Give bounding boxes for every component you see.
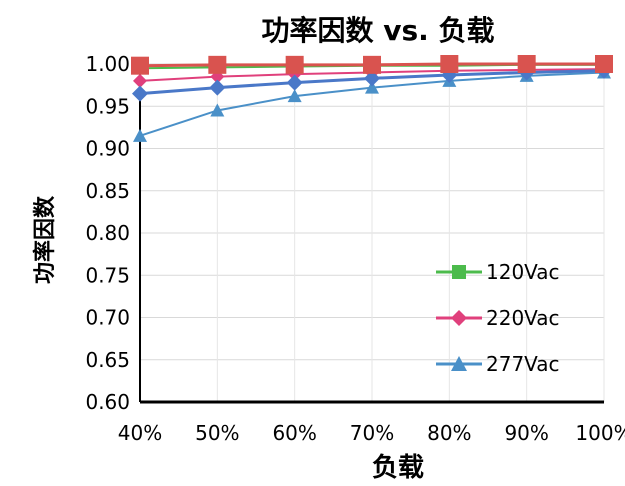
- legend-marker-1: [451, 310, 467, 326]
- data-point-highlight-2: [285, 55, 304, 74]
- x-tick-label-3: 70%: [350, 421, 394, 445]
- data-point-highlight-3: [363, 55, 381, 74]
- x-tick-labels: 40% 50% 60% 70% 80% 90% 100%: [118, 421, 625, 445]
- data-point-highlight-5: [517, 55, 536, 73]
- legend: 120Vac 220Vac 277Vac: [436, 260, 560, 376]
- data-point-s2-2: [287, 89, 302, 103]
- data-point-s2-3: [365, 80, 379, 94]
- y-tick-label-7: 0.95: [85, 94, 130, 118]
- data-point-s2-1: [210, 103, 225, 117]
- y-tick-label-1: 0.65: [85, 348, 130, 372]
- data-point-s1-0: [133, 73, 147, 88]
- legend-label-1: 220Vac: [486, 306, 560, 330]
- data-point-highlight-4: [440, 55, 459, 73]
- legend-label-2: 277Vac: [486, 352, 560, 376]
- data-point-overlay-2: [286, 74, 303, 91]
- axes: [139, 64, 604, 404]
- y-tick-label-5: 0.85: [85, 179, 130, 203]
- legend-marker-2: [451, 356, 467, 371]
- y-tick-label-0: 0.60: [85, 390, 130, 414]
- x-tick-label-2: 60%: [272, 421, 316, 445]
- series-highlight: [131, 55, 613, 75]
- x-tick-label-6: 100%: [575, 421, 625, 445]
- data-point-s2-0: [133, 128, 147, 142]
- y-tick-label-4: 0.80: [85, 221, 130, 245]
- y-axis-label: 功率因数: [32, 195, 58, 284]
- data-point-highlight-6: [595, 55, 613, 73]
- chart-title: 功率因数 vs. 负载: [261, 14, 494, 47]
- x-tick-label-1: 50%: [195, 421, 239, 445]
- legend-marker-0: [452, 265, 466, 279]
- y-tick-label-8: 1.00: [85, 52, 130, 76]
- y-tick-label-2: 0.70: [85, 306, 130, 330]
- legend-label-0: 120Vac: [486, 260, 560, 284]
- data-point-overlay-0: [132, 85, 148, 102]
- x-tick-label-0: 40%: [118, 421, 162, 445]
- x-tick-label-5: 90%: [504, 421, 548, 445]
- data-point-highlight-0: [131, 56, 149, 75]
- y-tick-label-3: 0.75: [85, 263, 130, 287]
- data-point-overlay-1: [209, 79, 226, 96]
- x-axis-label: 负载: [372, 453, 424, 483]
- y-tick-labels: 0.60 0.65 0.70 0.75 0.80 0.85 0.90 0.95 1.00: [85, 52, 130, 414]
- data-point-overlay-3: [364, 70, 380, 87]
- x-tick-label-4: 80%: [427, 421, 471, 445]
- y-tick-label-6: 0.90: [85, 137, 130, 161]
- data-point-highlight-1: [208, 55, 227, 74]
- data-series: [131, 55, 613, 142]
